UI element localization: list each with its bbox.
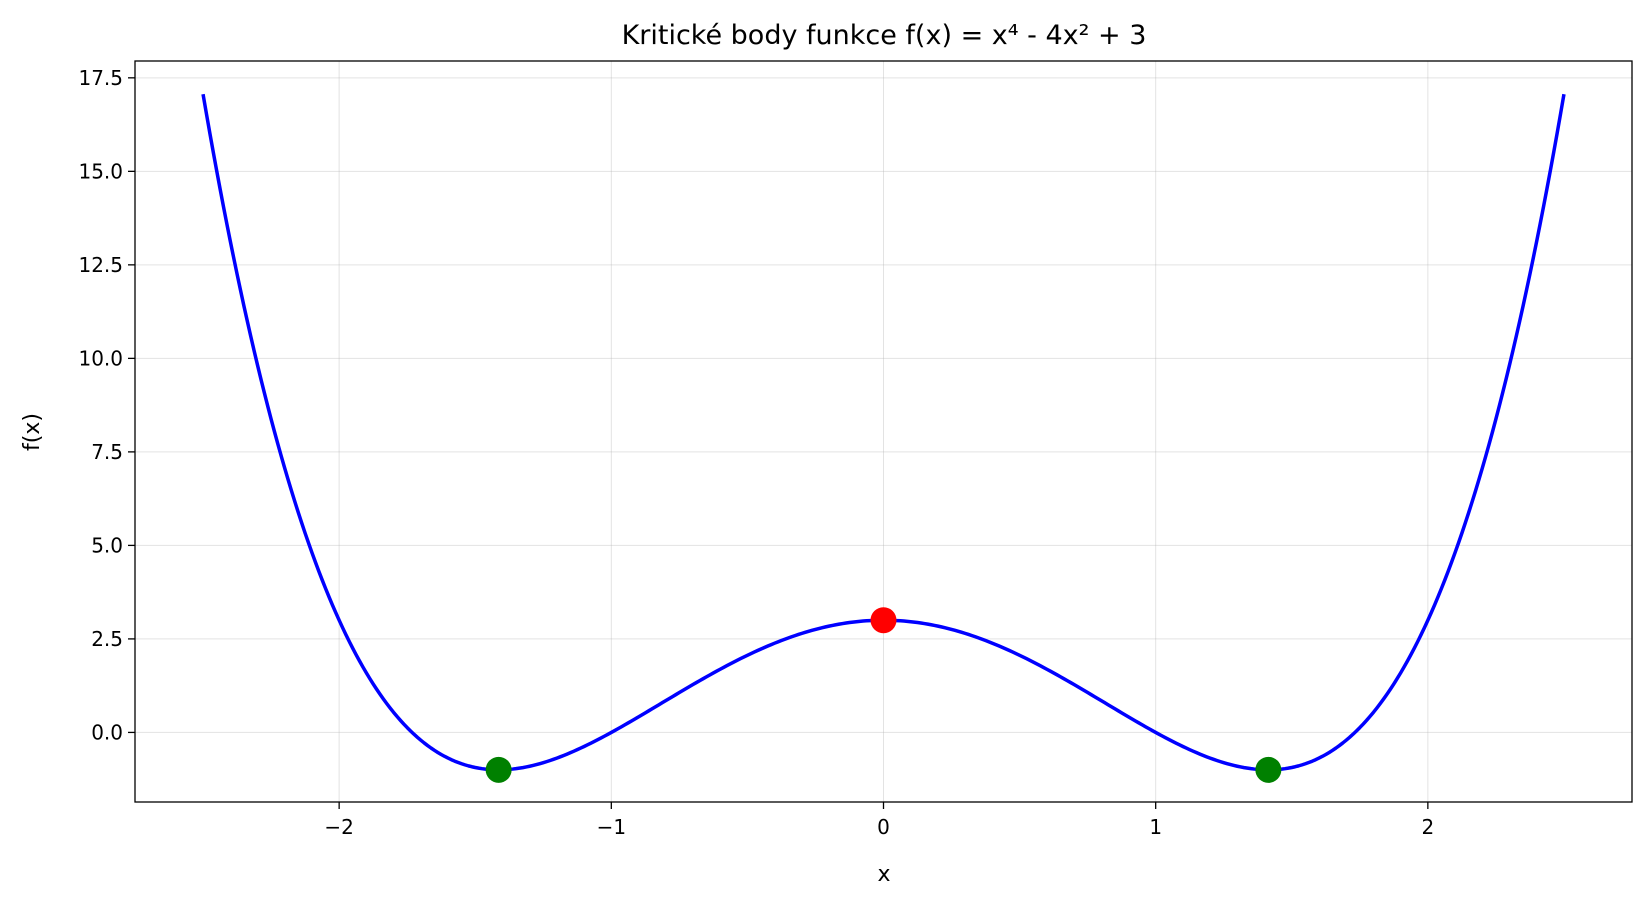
y-tick-label: 7.5	[91, 440, 123, 464]
y-tick-label: 2.5	[91, 627, 123, 651]
y-tick-label: 10.0	[78, 346, 123, 370]
x-tick-label: 0	[877, 815, 890, 839]
x-tick-label: −1	[597, 815, 626, 839]
critical-point-marker	[870, 607, 897, 634]
y-tick-label: 17.5	[78, 66, 123, 90]
critical-points	[485, 607, 1282, 783]
grid	[135, 61, 1632, 802]
x-tick-label: 2	[1421, 815, 1434, 839]
chart-title: Kritické body funkce f(x) = x⁴ - 4x² + 3	[622, 20, 1147, 51]
x-tick-label: −2	[324, 815, 353, 839]
y-tick-label: 5.0	[91, 533, 123, 557]
y-tick-label: 12.5	[78, 253, 123, 277]
x-axis-ticks: −2 −1 0 1 2	[324, 802, 1434, 839]
x-axis-label: x	[877, 862, 890, 887]
x-tick-label: 1	[1149, 815, 1162, 839]
critical-point-marker	[485, 756, 512, 783]
y-axis-ticks: 0.0 2.5 5.0 7.5 10.0 12.5 15.0 17.5	[78, 66, 135, 744]
y-axis-label: f(x)	[20, 413, 45, 451]
y-tick-label: 0.0	[91, 720, 123, 744]
y-tick-label: 15.0	[78, 159, 123, 183]
critical-point-marker	[1255, 756, 1282, 783]
